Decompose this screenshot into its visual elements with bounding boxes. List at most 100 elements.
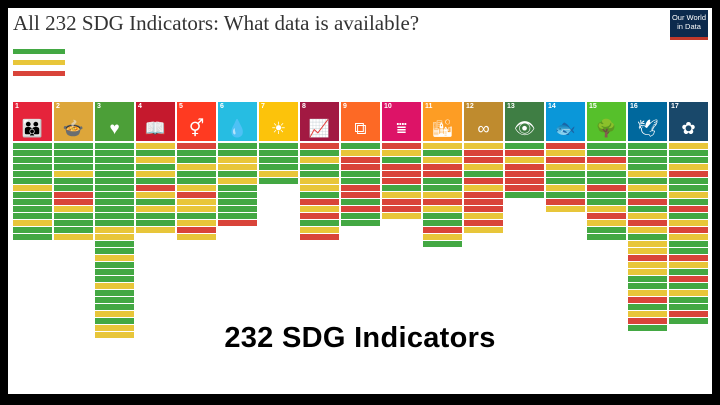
indicator-cell [95,304,134,310]
indicator-cell [95,234,134,240]
indicator-cell [464,227,503,233]
indicator-cell [669,164,708,170]
indicator-cell [136,220,175,226]
indicator-cell [587,192,626,198]
goal-number: 4 [138,103,142,110]
goal-number: 11 [425,103,433,110]
indicator-list [669,143,708,324]
indicator-list [423,143,462,247]
indicator-cell [628,297,667,303]
indicator-cell [669,318,708,324]
indicator-cell [587,157,626,163]
indicator-cell [177,178,216,184]
indicator-cell [669,311,708,317]
indicator-cell [669,248,708,254]
indicator-cell [136,199,175,205]
indicator-cell [464,164,503,170]
indicator-cell [259,143,298,149]
indicator-cell [218,164,257,170]
indicator-list [341,143,380,226]
goal-number: 6 [220,103,224,110]
indicator-cell [341,199,380,205]
growth-chart-icon: 📈 [308,119,331,138]
indicator-cell [423,227,462,233]
goal-column-1: 1 👪 [13,102,52,386]
indicator-cell [54,150,93,156]
dove-gavel-icon: 🕊 [636,119,659,138]
goal-tile-2: 2 🍲 [54,102,93,141]
indicator-cell [136,185,175,191]
indicator-cell [546,178,585,184]
indicator-cell [628,255,667,261]
indicator-cell [464,213,503,219]
indicator-cell [669,171,708,177]
indicator-cell [341,185,380,191]
indicator-cell [546,150,585,156]
indicator-cell [13,150,52,156]
indicator-cell [259,164,298,170]
indicator-cell [341,213,380,219]
indicator-cell [13,192,52,198]
indicator-cell [669,206,708,212]
goal-column-14: 14 🐟 [546,102,585,386]
indicator-cell [546,157,585,163]
indicator-cell [669,192,708,198]
indicator-cell [382,178,421,184]
goal-number: 3 [97,103,101,110]
indicator-list [54,143,93,240]
indicator-cell [587,234,626,240]
indicator-cell [95,283,134,289]
indicator-cell [423,171,462,177]
indicator-cell [341,206,380,212]
indicator-cell [464,220,503,226]
indicator-cell [300,227,339,233]
indicator-cell [259,178,298,184]
indicator-cell [669,199,708,205]
indicator-cell [628,178,667,184]
indicator-cell [13,234,52,240]
goal-tile-6: 6 💧 [218,102,257,141]
indicator-cell [669,255,708,261]
indicator-cell [95,150,134,156]
indicator-cell [669,241,708,247]
indicator-cell [464,206,503,212]
goal-number: 10 [384,103,392,110]
indicator-cell [300,143,339,149]
indicator-cell [669,290,708,296]
indicator-cell [13,199,52,205]
goal-column-2: 2 🍲 [54,102,93,386]
indicator-cell [13,185,52,191]
indicator-cell [177,227,216,233]
indicator-cell [423,234,462,240]
legend-swatch-yellow [13,60,65,65]
indicator-cell [177,213,216,219]
indicator-cell [300,157,339,163]
indicator-cell [13,220,52,226]
indicator-cell [423,213,462,219]
indicator-cell [382,143,421,149]
indicator-cell [177,199,216,205]
indicator-cell [628,304,667,310]
equality-icon: ⩸ [396,119,407,138]
indicator-cell [669,143,708,149]
indicator-cell [218,213,257,219]
page-title: All 232 SDG Indicators: What data is ava… [13,11,420,35]
indicator-cell [505,171,544,177]
indicator-list [13,143,52,240]
indicator-cell [95,206,134,212]
legend-swatch-red [13,71,65,76]
indicator-cell [177,150,216,156]
indicator-cell [382,206,421,212]
indicator-cell [177,164,216,170]
goal-number: 7 [261,103,265,110]
indicator-cell [95,213,134,219]
indicator-cell [669,185,708,191]
indicator-cell [628,213,667,219]
indicator-cell [628,234,667,240]
indicator-cell [95,192,134,198]
goal-column-15: 15 🌳 [587,102,626,386]
indicator-cell [218,220,257,226]
indicator-cell [669,178,708,184]
indicator-cell [95,227,134,233]
indicator-cell [13,178,52,184]
